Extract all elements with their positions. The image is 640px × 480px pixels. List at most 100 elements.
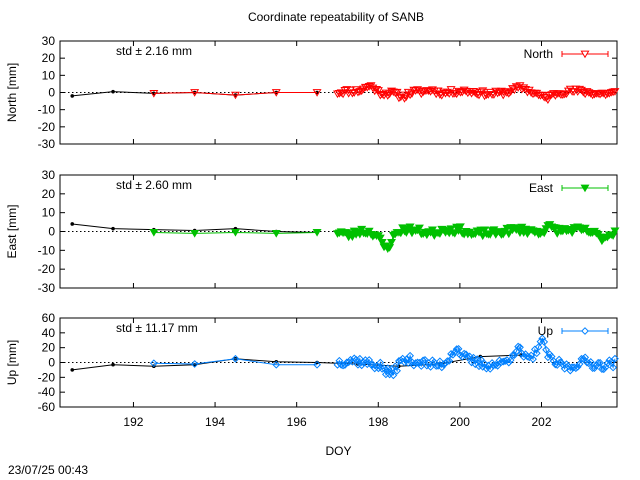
up-dense-marker	[476, 355, 485, 364]
north-dense-marker	[383, 92, 393, 100]
up-dense-marker	[573, 362, 582, 371]
east-dense-marker	[504, 230, 514, 239]
up-dense-marker	[534, 343, 543, 351]
up-dense-marker	[491, 361, 500, 369]
y-tick-label: 30	[42, 168, 56, 182]
north-dense-marker	[543, 96, 553, 105]
north-dense-marker	[554, 90, 564, 98]
up-dense-marker	[523, 352, 532, 361]
up-dense-marker	[467, 358, 476, 367]
north-dense-marker	[387, 87, 396, 96]
up-dense-marker	[447, 350, 455, 358]
up-dense-marker	[577, 354, 586, 363]
east-dense-marker	[450, 230, 460, 238]
up-dense-marker	[555, 355, 563, 364]
daily-solution-point	[111, 226, 115, 231]
east-dense-marker	[455, 223, 465, 231]
east-dense-marker	[387, 239, 396, 247]
north-dense-marker	[604, 90, 614, 98]
y-tick-label: -30	[38, 281, 56, 295]
north-sparse-marker	[230, 91, 240, 100]
up-dense-marker	[544, 353, 552, 362]
up-dense-marker	[435, 357, 444, 366]
north-legend-label: North	[524, 47, 553, 61]
north-legend: North	[524, 47, 609, 61]
up-dense-marker	[355, 354, 364, 363]
up-sparse-marker	[313, 360, 321, 369]
north-dense-marker	[504, 90, 514, 98]
chart-title: Coordinate repeatability of SANB	[248, 10, 424, 24]
north-panel: 30 20 10 0 -10 -20 -30 North [mm] std ± 2.16 mm N…	[5, 34, 620, 151]
up-dense-marker	[611, 354, 619, 363]
y-tick-label: -40	[38, 385, 56, 399]
north-dense-marker	[480, 92, 490, 101]
y-tick-label: 10	[42, 206, 56, 220]
east-dense-marker	[567, 229, 577, 237]
north-dense-marker	[578, 88, 588, 97]
up-dense-marker	[443, 357, 452, 366]
east-sparse-marker	[149, 229, 159, 237]
up-dense-marker	[463, 353, 472, 362]
y-tick-label: -60	[38, 400, 56, 414]
y-tick-label: -10	[38, 103, 56, 117]
up-dense-marker	[413, 358, 422, 367]
east-dense-marker	[446, 225, 456, 233]
up-dense-marker	[570, 363, 578, 372]
up-dense-marker	[465, 352, 474, 361]
up-dense-marker	[404, 358, 413, 367]
up-dense-marker	[575, 360, 584, 368]
north-dense-marker	[558, 91, 568, 100]
up-sparse-marker	[272, 360, 281, 369]
north-dense-marker	[493, 89, 503, 98]
north-dense-marker	[435, 91, 445, 99]
x-axis-label: DOY	[325, 444, 351, 458]
up-dense-marker	[344, 358, 353, 367]
up-dense-marker	[419, 356, 428, 365]
up-dense-marker	[584, 359, 593, 368]
north-dense-marker	[427, 86, 437, 95]
up-dense-marker	[596, 358, 604, 367]
legend-marker	[581, 327, 589, 335]
up-dense-marker	[525, 353, 534, 362]
north-dense-marker	[359, 85, 369, 94]
y-tick-label: 0	[48, 86, 55, 100]
up-dense-marker	[527, 351, 536, 360]
up-dense-marker	[376, 358, 385, 367]
daily-solution-point	[70, 94, 75, 98]
x-tick-label: 196	[287, 415, 307, 429]
up-dense-marker	[508, 351, 517, 360]
north-dense-marker	[610, 88, 620, 96]
up-dense-marker	[367, 360, 375, 369]
north-sparse-marker	[190, 89, 200, 97]
east-std-label: std ± 2.60 mm	[116, 178, 192, 192]
east-dense-marker	[480, 226, 490, 235]
north-dense-marker	[446, 86, 456, 94]
up-dense-marker	[499, 357, 508, 366]
y-tick-label: 20	[42, 341, 56, 355]
y-tick-label: -20	[38, 120, 56, 134]
north-sparse-marker	[271, 89, 281, 97]
up-dense-marker	[519, 352, 528, 361]
up-dense-marker	[460, 349, 469, 358]
up-dense-marker	[493, 361, 502, 370]
x-tick-label: 200	[450, 415, 470, 429]
up-dense-marker	[437, 363, 446, 372]
up-dense-marker	[359, 358, 368, 367]
north-std-label: std ± 2.16 mm	[116, 44, 192, 58]
north-dense-marker	[364, 83, 374, 91]
y-tick-label: 60	[42, 311, 56, 325]
daily-solution-point	[111, 362, 115, 367]
north-sparse-marker	[149, 89, 159, 98]
up-dense-marker	[579, 354, 588, 363]
up-dense-marker	[538, 334, 547, 343]
up-std-label: std ± 11.17 mm	[116, 321, 198, 335]
up-dense-marker	[452, 345, 461, 354]
y-tick-label: 10	[42, 68, 56, 82]
up-sparse-marker	[149, 359, 158, 368]
daily-solution-point	[70, 368, 75, 372]
up-dense-marker	[594, 358, 603, 367]
east-dense-marker	[610, 227, 620, 236]
x-tick-label: 198	[368, 415, 388, 429]
north-dense-marker	[535, 92, 545, 100]
